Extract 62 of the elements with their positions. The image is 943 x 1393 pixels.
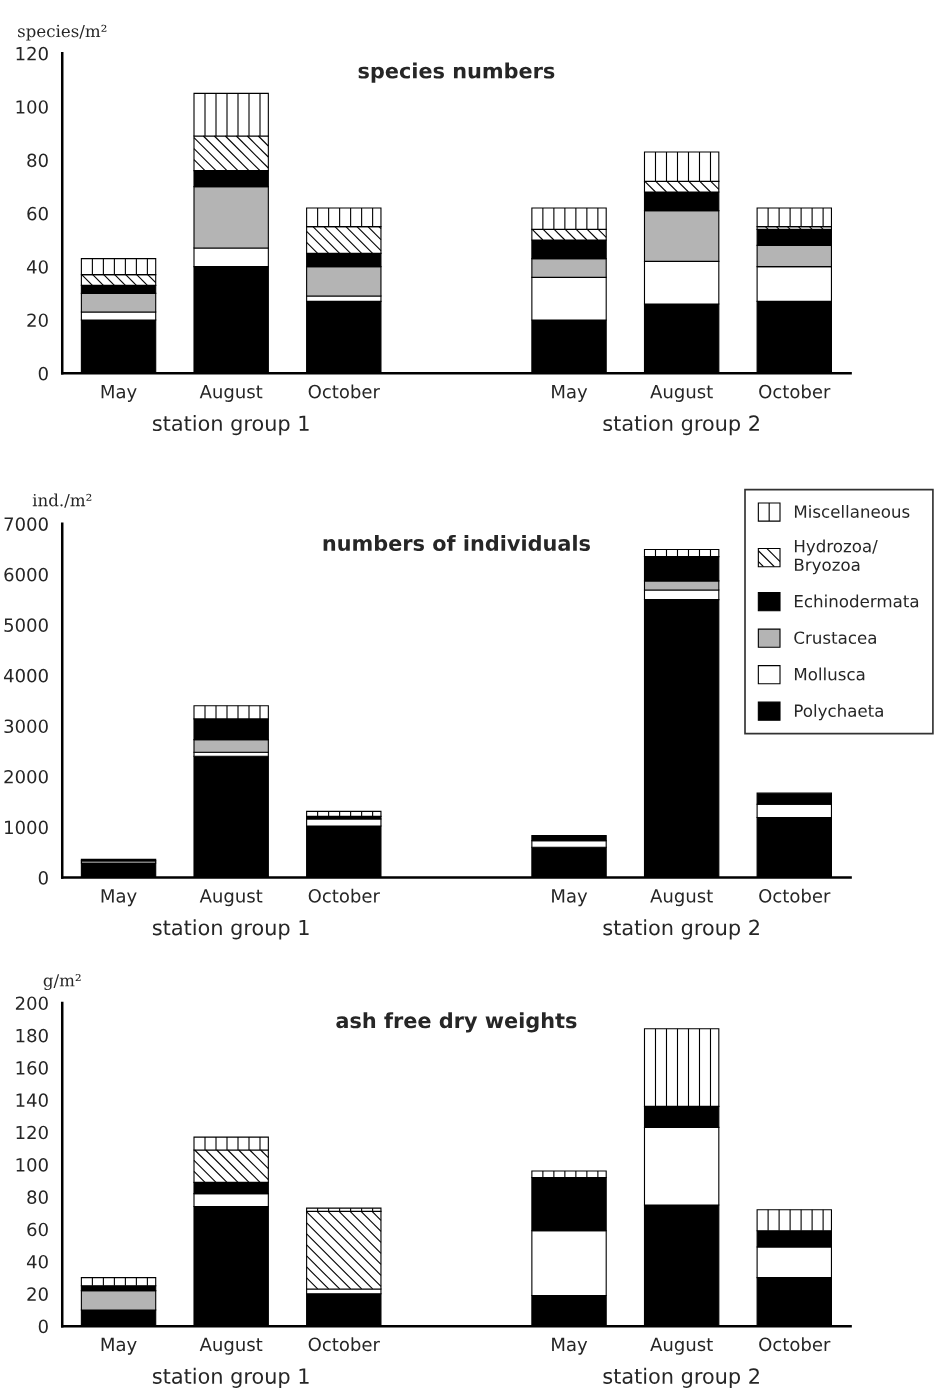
y-tick-label: 80 [27,153,48,168]
y-tick-label: 20 [27,313,48,328]
y-tick-label: 100 [16,100,48,114]
legend-label: Miscellaneous [794,504,910,518]
y-tick-label: 180 [16,1028,48,1043]
y-tick-label: 200 [15,996,48,1011]
text: station group 1 [152,1367,309,1388]
x-tick-label: October [308,888,380,903]
legend-label: Echinodermata [794,594,919,608]
y-tick-label: 5000 [4,618,48,632]
text: station group 1 [152,414,309,436]
legend-label: Hydrozoa/ Bryozoa [794,539,878,575]
chart-title: species numbers [358,62,555,83]
y-tick-label: 40 [26,260,48,274]
x-tick-label: October [759,384,831,399]
y-tick-label: 40 [26,1254,48,1269]
y-tick-label: 0 [38,1319,48,1334]
x-tick-label: October [308,384,380,399]
legend-label: Mollusca [794,667,865,681]
y-tick-label: 60 [27,206,48,221]
text: station group 2 [603,919,759,940]
y-tick-label: 160 [16,1061,48,1075]
y-axis-title: g/m² [43,973,81,991]
y-tick-label: 2000 [4,769,48,784]
y-tick-label: 80 [27,1190,48,1204]
x-tick-label: May [101,384,137,402]
y-tick-label: 6000 [4,567,48,582]
y-tick-label: 20 [27,1287,48,1301]
y-tick-label: 0 [38,366,48,381]
x-tick-label: October [308,1337,380,1352]
x-tick-label: August [650,384,713,402]
y-tick-label: 7000 [4,517,48,531]
x-tick-label: August [199,1337,263,1355]
x-tick-label: August [650,1337,713,1355]
chart-title: numbers of individuals [323,534,590,552]
x-tick-label: October [759,1337,831,1352]
x-tick-label: May [552,1337,588,1355]
x-tick-label: May [552,889,588,907]
text: station group 2 [603,414,759,436]
y-tick-label: 0 [38,871,48,885]
y-tick-label: 4000 [3,668,48,683]
x-tick-label: August [199,384,263,402]
x-tick-label: August [650,889,713,907]
x-tick-label: May [101,889,137,907]
y-axis-title: ind./m² [32,493,92,508]
text: station group 2 [603,1367,759,1388]
x-tick-label: October [759,888,831,903]
y-tick-label: 140 [16,1093,48,1108]
chart-title: ash free dry weights [336,1012,577,1033]
y-tick-label: 100 [16,1158,48,1172]
y-tick-label: 120 [16,1125,48,1140]
legend-label: Polychaeta [794,704,883,721]
y-axis-title: species/m² [18,24,107,41]
y-tick-label: 3000 [4,719,48,734]
legend-label: Crustacea [794,631,876,645]
y-tick-label: 120 [16,46,48,61]
x-tick-label: May [552,384,588,402]
x-tick-label: May [101,1337,137,1355]
y-tick-label: 60 [27,1222,48,1237]
x-tick-label: August [199,889,263,907]
text: station group 1 [152,919,309,940]
y-tick-label: 1000 [5,820,48,835]
